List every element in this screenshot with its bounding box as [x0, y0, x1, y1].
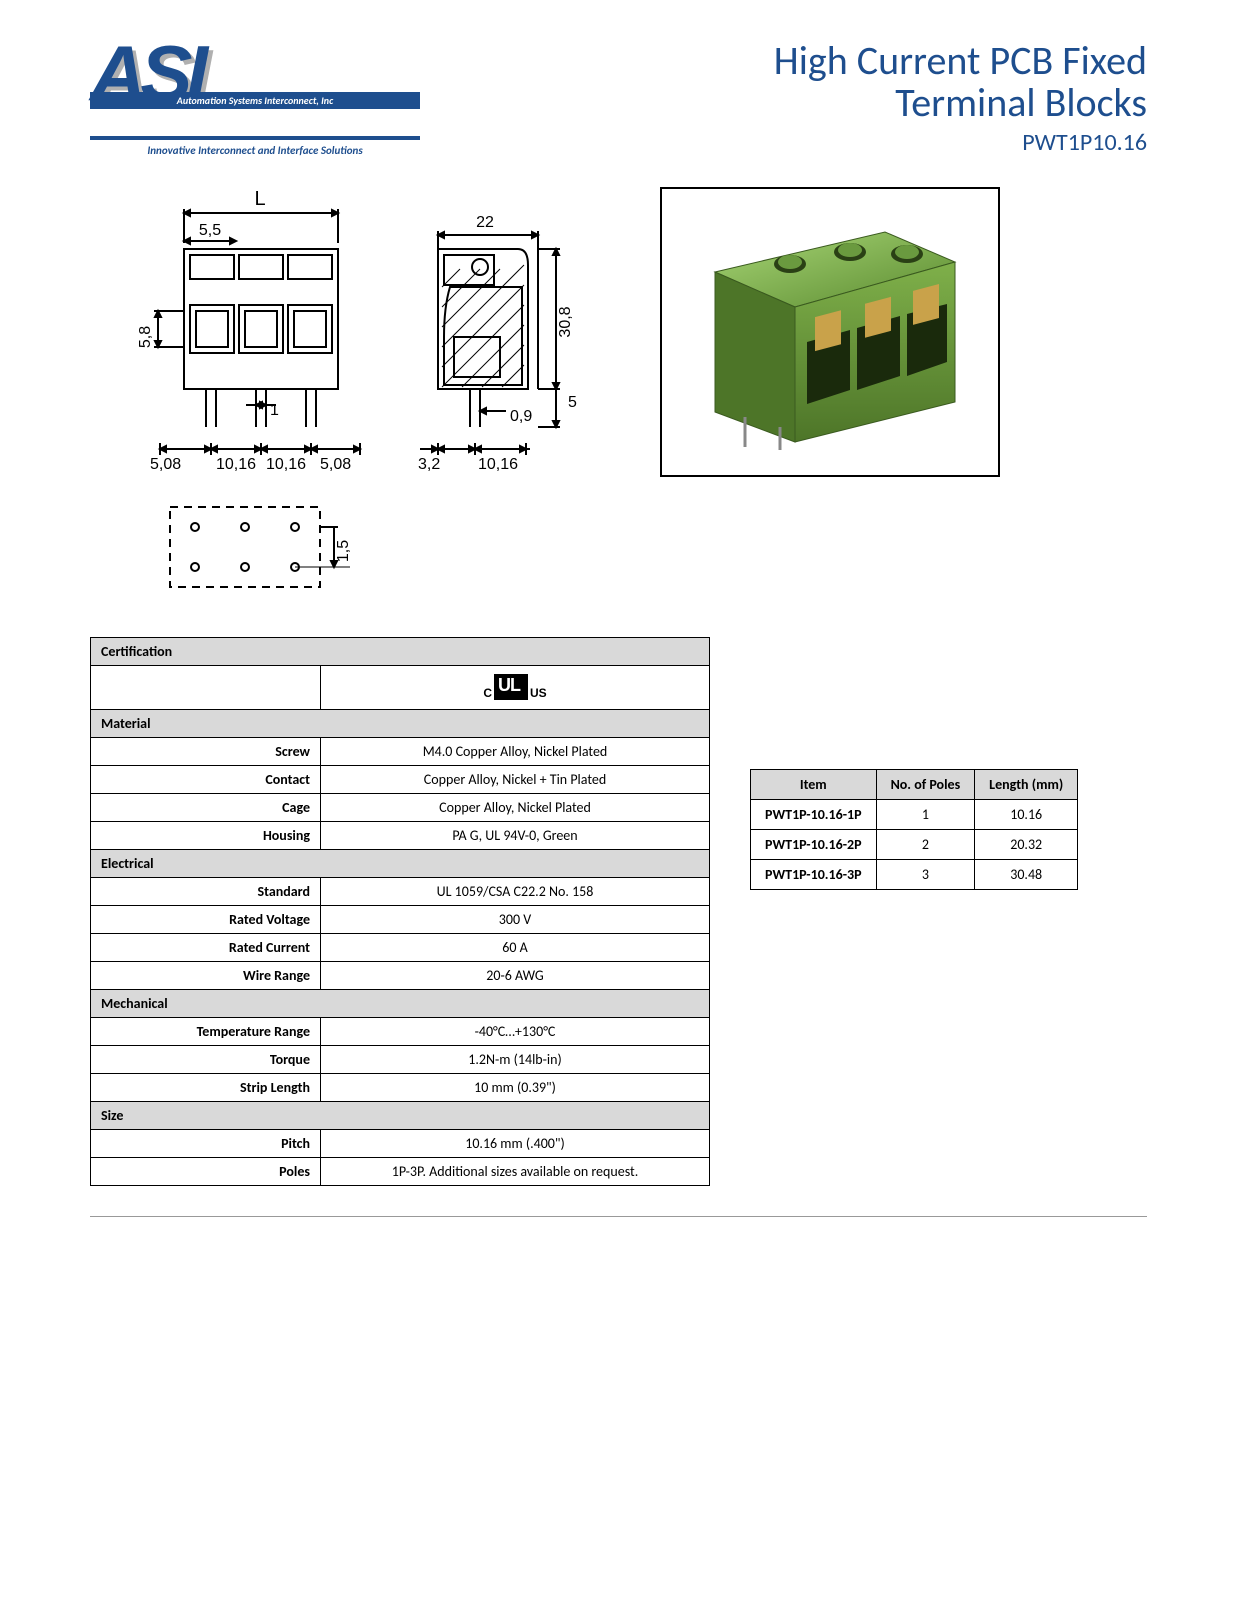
svg-text:22: 22 — [476, 214, 494, 231]
svg-text:30,8: 30,8 — [557, 306, 574, 337]
product-photo — [660, 187, 1000, 477]
svg-text:10,16: 10,16 — [216, 456, 256, 473]
torque-label: Torque — [91, 1046, 321, 1074]
svg-text:5,08: 5,08 — [320, 456, 351, 473]
pcb-footprint-drawing: 1,5 — [120, 497, 370, 607]
col-length: Length (mm) — [975, 770, 1078, 800]
logo-tagline: Innovative Interconnect and Interface So… — [90, 144, 420, 157]
poles-value: 1P-3P. Additional sizes available on req… — [321, 1158, 710, 1186]
pitch-label: Pitch — [91, 1130, 321, 1158]
section-size: Size — [91, 1102, 710, 1130]
screw-value: M4.0 Copper Alloy, Nickel Plated — [321, 738, 710, 766]
current-label: Rated Current — [91, 934, 321, 962]
item-table: Item No. of Poles Length (mm) PWT1P-10.1… — [750, 769, 1078, 890]
pitch-value: 10.16 mm (.400") — [321, 1130, 710, 1158]
logo-underline — [90, 136, 420, 140]
contact-value: Copper Alloy, Nickel + Tin Plated — [321, 766, 710, 794]
title-block: High Current PCB Fixed Terminal Blocks P… — [774, 40, 1147, 157]
temp-label: Temperature Range — [91, 1018, 321, 1046]
svg-text:3,2: 3,2 — [418, 456, 440, 473]
standard-value: UL 1059/CSA C22.2 No. 158 — [321, 878, 710, 906]
section-mechanical: Mechanical — [91, 990, 710, 1018]
torque-value: 1.2N-m (14lb-in) — [321, 1046, 710, 1074]
poles-label: Poles — [91, 1158, 321, 1186]
cage-label: Cage — [91, 794, 321, 822]
logo-company-name: Automation Systems Interconnect, Inc — [90, 92, 420, 109]
strip-label: Strip Length — [91, 1074, 321, 1102]
standard-label: Standard — [91, 878, 321, 906]
section-material: Material — [91, 710, 710, 738]
current-value: 60 A — [321, 934, 710, 962]
front-view-drawing: L 5,5 5,8 — [120, 187, 370, 477]
diagram-row: L 5,5 5,8 — [120, 187, 1147, 607]
housing-value: PA G, UL 94V-0, Green — [321, 822, 710, 850]
voltage-label: Rated Voltage — [91, 906, 321, 934]
svg-text:5: 5 — [568, 394, 577, 411]
contact-label: Contact — [91, 766, 321, 794]
tables-row: Certification CUS Material ScrewM4.0 Cop… — [90, 637, 1147, 1186]
svg-text:1,5: 1,5 — [335, 540, 352, 562]
svg-text:0,9: 0,9 — [510, 408, 532, 425]
svg-text:5,08: 5,08 — [150, 456, 181, 473]
specification-table: Certification CUS Material ScrewM4.0 Cop… — [90, 637, 710, 1186]
col-item: Item — [751, 770, 877, 800]
temp-value: -40°C…+130°C — [321, 1018, 710, 1046]
strip-value: 10 mm (0.39") — [321, 1074, 710, 1102]
table-row: PWT1P-10.16-3P330.48 — [751, 860, 1078, 890]
svg-text:10,16: 10,16 — [266, 456, 306, 473]
table-row: PWT1P-10.16-2P220.32 — [751, 830, 1078, 860]
svg-text:5,8: 5,8 — [137, 326, 154, 348]
svg-text:10,16: 10,16 — [478, 456, 518, 473]
svg-text:5,5: 5,5 — [199, 222, 221, 239]
technical-drawings: L 5,5 5,8 — [120, 187, 600, 607]
housing-label: Housing — [91, 822, 321, 850]
company-logo: ASI Automation Systems Interconnect, Inc… — [90, 40, 420, 157]
col-poles: No. of Poles — [876, 770, 975, 800]
wire-label: Wire Range — [91, 962, 321, 990]
footer-divider — [90, 1216, 1147, 1217]
voltage-value: 300 V — [321, 906, 710, 934]
svg-text:L: L — [254, 188, 265, 210]
wire-value: 20-6 AWG — [321, 962, 710, 990]
cage-value: Copper Alloy, Nickel Plated — [321, 794, 710, 822]
title-line2: Terminal Blocks — [774, 82, 1147, 124]
section-certification: Certification — [91, 638, 710, 666]
table-row: PWT1P-10.16-1P110.16 — [751, 800, 1078, 830]
screw-label: Screw — [91, 738, 321, 766]
side-view-drawing: 22 — [400, 187, 600, 477]
page-header: ASI Automation Systems Interconnect, Inc… — [90, 40, 1147, 157]
certification-mark: CUS — [321, 666, 710, 710]
section-electrical: Electrical — [91, 850, 710, 878]
part-number: PWT1P10.16 — [774, 128, 1147, 157]
title-line1: High Current PCB Fixed — [774, 40, 1147, 82]
